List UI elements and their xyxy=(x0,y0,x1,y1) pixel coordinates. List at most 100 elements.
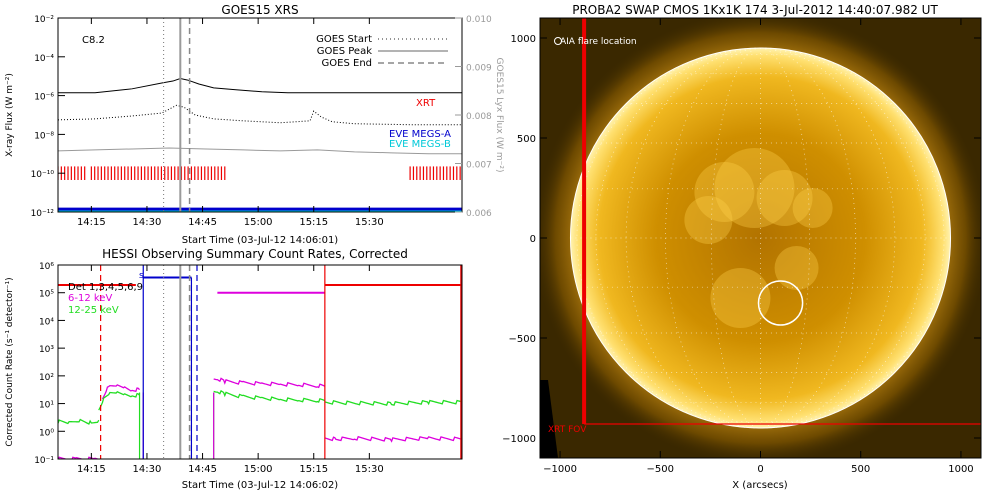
legend-detectors: Det 1,3,4,5,6,9 xyxy=(68,282,143,293)
longitude-line xyxy=(711,47,761,429)
goes-x-tick-label: 15:00 xyxy=(244,217,273,228)
hessi-y-tick-label: 10² xyxy=(39,373,54,383)
active-region xyxy=(684,196,733,244)
longitude-line xyxy=(595,47,761,429)
hessi-x-tick-label: 15:00 xyxy=(244,464,273,475)
legend-6-12-kev: 6-12 keV xyxy=(68,293,112,304)
hessi-panel: HESSI Observing Summary Count Rates, Cor… xyxy=(5,247,463,491)
goes-plot-frame xyxy=(57,17,463,213)
goes-y-tick-label: 10⁻⁸ xyxy=(34,131,54,141)
hessi-plot-frame xyxy=(57,264,463,460)
goes-x-tick-label: 15:30 xyxy=(355,217,384,228)
goes-y-tick-label: 10⁻⁴ xyxy=(34,54,54,64)
hessi-series-1 xyxy=(98,391,141,411)
goes-series-0 xyxy=(58,78,462,94)
hessi-x-tick-label: 14:15 xyxy=(77,464,106,475)
hessi-y-tick-label: 10³ xyxy=(39,345,54,355)
xrt-label: XRT xyxy=(416,98,436,109)
hessi-x-axis-label: Start Time (03-Jul-12 14:06:02) xyxy=(182,480,339,491)
goes-title: GOES15 XRS xyxy=(221,3,298,17)
hessi-series-0 xyxy=(324,435,462,443)
legend-goes-start: GOES Start xyxy=(316,34,372,45)
hessi-series-0 xyxy=(101,384,141,400)
legend-goes-end: GOES End xyxy=(322,58,372,69)
goes-y-tick-label: 10⁻¹² xyxy=(31,209,55,219)
goes-y2-tick-label: 0.009 xyxy=(466,64,492,74)
longitude-line xyxy=(760,47,856,429)
swap-axes: −1000 −500 0 500 1000 −1000 −500 0 500 1000 xyxy=(502,18,981,475)
hessi-plot-area xyxy=(58,265,462,459)
goes-x-tick-label: 14:15 xyxy=(77,217,106,228)
hessi-y-tick-label: 10⁶ xyxy=(39,262,54,272)
hessi-series-1 xyxy=(324,399,462,406)
goes-plot-area xyxy=(58,18,462,212)
active-region xyxy=(774,246,819,290)
swap-x-tick-label: 1000 xyxy=(948,464,973,475)
swap-solar-image xyxy=(540,18,981,458)
goes-y-axis-label: X-ray Flux (W m⁻²) xyxy=(5,73,15,157)
goes-legend: GOES Start GOES Peak GOES End xyxy=(316,34,448,69)
goes-flare-class: C8.2 xyxy=(82,35,105,46)
goes-series-1 xyxy=(58,104,462,126)
hessi-s-marker: s xyxy=(139,271,144,281)
hessi-series-1 xyxy=(58,418,100,425)
hessi-y-tick-label: 10⁵ xyxy=(39,290,54,300)
solar-limb xyxy=(569,47,952,429)
hessi-y-tick-label: 10⁴ xyxy=(39,317,54,327)
active-region xyxy=(792,188,833,228)
hessi-y-tick-label: 10⁰ xyxy=(39,428,54,438)
goes-y-tick-label: 10⁻¹⁰ xyxy=(31,170,55,180)
swap-x-tick-label: −1000 xyxy=(543,464,577,475)
hessi-axes: 14:15 14:30 14:45 15:00 15:15 15:30 10⁻¹ 10⁰ 10¹… xyxy=(34,262,384,475)
goes-y2-tick-label: 0.007 xyxy=(466,161,492,171)
longitude-line xyxy=(665,47,761,429)
swap-x-tick-label: 500 xyxy=(851,464,870,475)
goes-x-tick-label: 14:45 xyxy=(188,217,217,228)
xrt-fov-label: XRT FOV xyxy=(548,425,587,435)
longitude-line xyxy=(760,47,926,429)
goes-axes: 14:15 14:30 14:45 15:00 15:15 15:30 10⁻¹² 10⁻¹⁰… xyxy=(31,15,492,228)
longitude-line xyxy=(760,47,810,429)
goes-x-axis-label: Start Time (03-Jul-12 14:06:01) xyxy=(182,235,339,246)
goes-x-tick-label: 14:30 xyxy=(133,217,162,228)
legend-12-25-kev: 12-25 keV xyxy=(68,305,119,316)
goes-y2-tick-label: 0.010 xyxy=(466,15,492,25)
hessi-y-tick-label: 10⁻¹ xyxy=(34,456,54,466)
hessi-legend: Det 1,3,4,5,6,9 6-12 keV 12-25 keV xyxy=(68,282,143,316)
hessi-x-tick-label: 15:30 xyxy=(355,464,384,475)
aia-flare-legend-symbol xyxy=(554,37,562,45)
aia-flare-circle xyxy=(757,280,804,326)
swap-x-axis-label: X (arcsecs) xyxy=(732,480,788,491)
goes-y2-tick-label: 0.008 xyxy=(466,112,492,122)
active-region xyxy=(710,268,771,328)
longitude-line xyxy=(625,47,761,429)
eve-megs-b-label: EVE MEGS-B xyxy=(389,139,451,150)
hessi-x-tick-label: 14:30 xyxy=(133,464,162,475)
swap-y-tick-label: 500 xyxy=(517,134,536,145)
hessi-series-1 xyxy=(213,389,326,403)
swap-image-panel: PROBA2 SWAP CMOS 1Kx1K 174 3-Jul-2012 14… xyxy=(502,3,982,491)
swap-y-tick-label: −500 xyxy=(509,334,536,345)
swap-y-tick-label: 0 xyxy=(530,234,536,245)
swap-x-tick-label: 0 xyxy=(757,464,763,475)
hessi-y-tick-label: 10¹ xyxy=(39,401,54,411)
swap-title: PROBA2 SWAP CMOS 1Kx1K 174 3-Jul-2012 14… xyxy=(572,3,938,17)
active-region xyxy=(756,170,813,226)
heliographic-grid xyxy=(570,47,951,429)
swap-y-tick-label: 1000 xyxy=(511,34,536,45)
aia-flare-label: AIA flare location xyxy=(560,37,637,47)
swap-x-tick-label: −500 xyxy=(647,464,674,475)
goes-y2-tick-label: 0.006 xyxy=(466,209,492,219)
goes-y-tick-label: 10⁻² xyxy=(34,15,54,25)
hessi-series-0 xyxy=(213,377,326,389)
goes-y2-axis-label: GOES15 Lyx Flux (W m⁻²) xyxy=(494,58,504,173)
swap-y-tick-label: −1000 xyxy=(502,434,536,445)
hessi-x-tick-label: 15:15 xyxy=(299,464,328,475)
goes-x-tick-label: 15:15 xyxy=(299,217,328,228)
hessi-title: HESSI Observing Summary Count Rates, Cor… xyxy=(102,247,408,261)
goes-y-tick-label: 10⁻⁶ xyxy=(34,93,54,103)
legend-goes-peak: GOES Peak xyxy=(317,46,372,57)
active-region xyxy=(714,148,795,228)
hessi-x-tick-label: 14:45 xyxy=(188,464,217,475)
